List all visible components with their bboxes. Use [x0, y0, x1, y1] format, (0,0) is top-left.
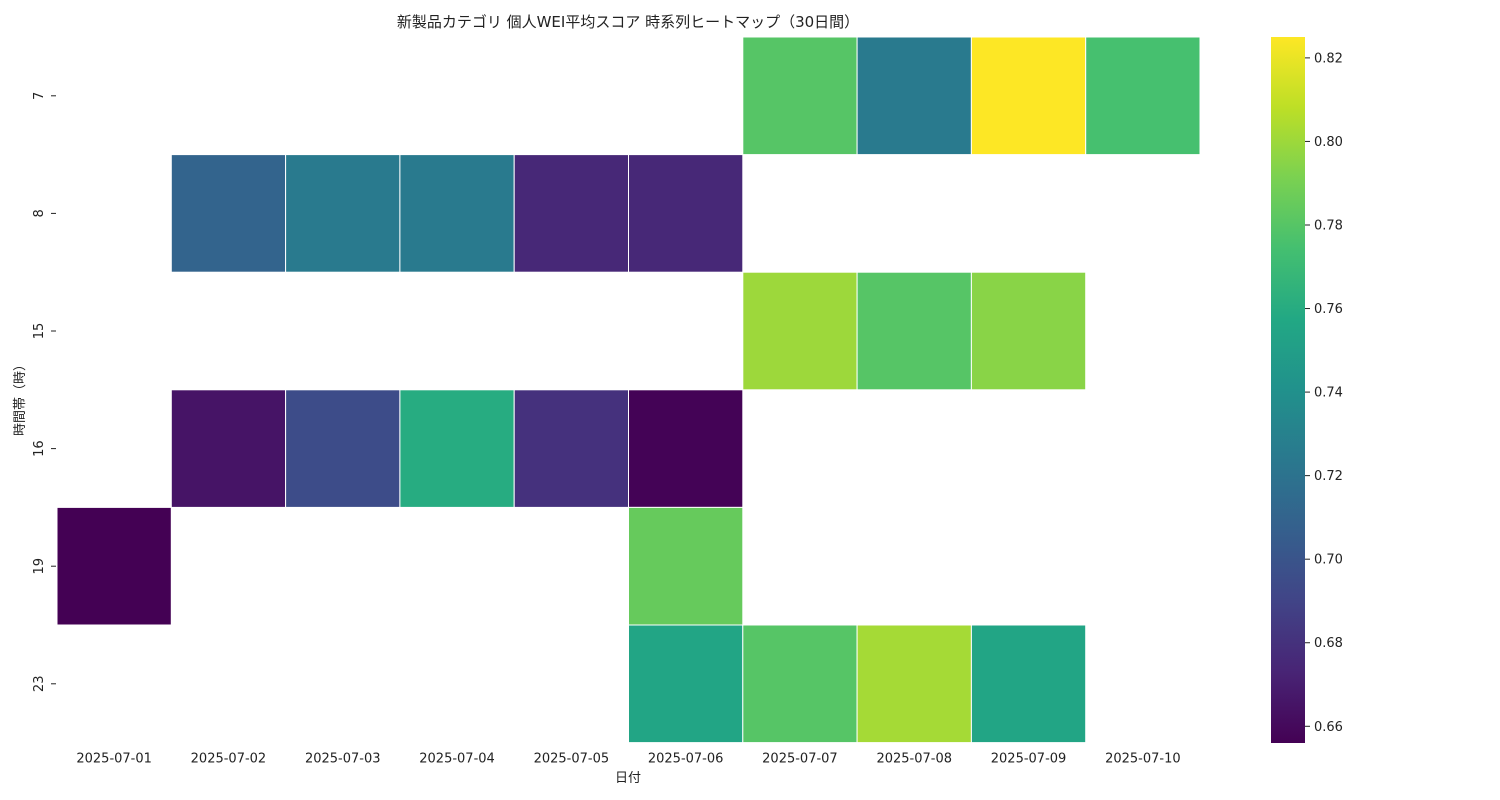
colorbar-tick-label: 0.82: [1314, 51, 1343, 66]
x-tick-label: 2025-07-09: [991, 752, 1067, 767]
heatmap-cell: [170, 154, 287, 273]
heatmap-cell: [970, 36, 1087, 156]
heatmap-cell: [285, 389, 401, 508]
x-tick-label: 2025-07-01: [76, 752, 152, 767]
colorbar-gradient: [1271, 37, 1305, 743]
x-tick-label: 2025-07-06: [648, 752, 724, 767]
colorbar-tick-label: 0.80: [1314, 135, 1343, 150]
chart-title: 新製品カテゴリ 個人WEI平均スコア 時系列ヒートマップ（30日間）: [397, 13, 859, 31]
heatmap-cell: [970, 271, 1087, 391]
y-tick-label: 16: [32, 440, 47, 457]
heatmap-cell: [628, 624, 744, 744]
x-tick-label: 2025-07-05: [534, 752, 610, 767]
x-tick-label: 2025-07-08: [876, 752, 952, 767]
heatmap-cell: [513, 389, 630, 508]
colorbar-tick-label: 0.74: [1314, 386, 1343, 401]
heatmap-cell: [742, 36, 858, 156]
heatmap-cell: [170, 389, 287, 508]
x-tick-label: 2025-07-10: [1105, 752, 1181, 767]
heatmap-cell: [399, 154, 515, 273]
heatmap-cell: [399, 389, 515, 508]
heatmap-cell: [628, 389, 744, 508]
y-axis-label: 時間帯（時）: [13, 358, 28, 436]
colorbar-tick-label: 0.66: [1314, 720, 1343, 735]
x-axis: 2025-07-01 2025-07-02 2025-07-03 2025-07-04…: [76, 752, 1180, 767]
heatmap-cell: [628, 154, 744, 273]
colorbar-tick-label: 0.78: [1314, 218, 1343, 233]
colorbar: 0.66 0.68 0.70 0.72 0.74 0.76 0.78 0.80 0.82: [1271, 37, 1343, 743]
x-tick-label: 2025-07-07: [762, 752, 838, 767]
y-tick-label: 15: [32, 323, 47, 340]
heatmap-cell: [856, 624, 972, 744]
heatmap-cells: [56, 36, 1201, 744]
colorbar-tick-label: 0.68: [1314, 636, 1343, 651]
heatmap-cell: [1085, 36, 1201, 156]
x-axis-label: 日付: [615, 771, 641, 786]
heatmap-cell: [856, 271, 972, 391]
colorbar-tick-label: 0.70: [1314, 553, 1343, 568]
y-axis: 7 8 15 16 19 23: [32, 92, 56, 692]
heatmap-cell: [56, 506, 172, 626]
heatmap-cell: [513, 154, 630, 273]
x-tick-label: 2025-07-02: [191, 752, 267, 767]
heatmap-cell: [856, 36, 972, 156]
colorbar-tick-label: 0.76: [1314, 302, 1343, 317]
colorbar-tick-label: 0.72: [1314, 469, 1343, 484]
y-tick-label: 8: [32, 209, 47, 217]
y-tick-label: 19: [32, 558, 47, 575]
heatmap-cell: [285, 154, 401, 273]
heatmap-cell: [628, 506, 744, 626]
heatmap-cell: [970, 624, 1087, 744]
x-tick-label: 2025-07-04: [419, 752, 495, 767]
y-tick-label: 7: [32, 92, 47, 100]
heatmap-cell: [742, 624, 858, 744]
heatmap-cell: [742, 271, 858, 391]
x-tick-label: 2025-07-03: [305, 752, 381, 767]
y-tick-label: 23: [32, 676, 47, 693]
